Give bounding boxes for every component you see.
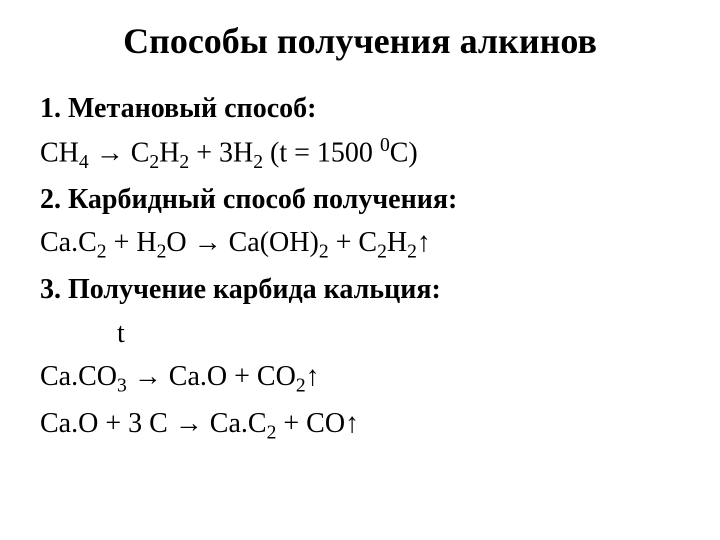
equation-text: С): [390, 137, 418, 168]
subscript: 4: [79, 152, 89, 173]
subscript: 2: [296, 376, 306, 397]
subscript: 2: [179, 152, 189, 173]
heading-line: 1. Метановый способ:: [40, 87, 680, 130]
equation-line: t: [40, 312, 680, 355]
subscript: 2: [149, 152, 159, 173]
subscript: 2: [319, 242, 329, 263]
subscript: 2: [97, 242, 107, 263]
content-block: 1. Метановый способ:CH4 → С2Н2 + 3Н2 (t …: [40, 87, 680, 449]
equation-line: CH4 → С2Н2 + 3Н2 (t = 1500 0С): [40, 131, 680, 178]
equation-text: О → Са(ОН): [166, 227, 318, 258]
equation-text: → Ca.O + CO: [127, 361, 296, 392]
heading-line: 3. Получение карбида кальция:: [40, 268, 680, 311]
equation-text: + CO↑: [276, 408, 359, 439]
equation-text: Н: [159, 137, 179, 168]
equation-line: Ca.O + 3 C → Ca.C2 + CO↑: [40, 402, 680, 449]
subscript: 2: [253, 152, 263, 173]
equation-text: CH: [40, 137, 79, 168]
equation-text: Ca.CO: [40, 361, 117, 392]
subscript: 2: [267, 423, 277, 444]
equation-text: ↑: [306, 361, 320, 392]
superscript: 0: [380, 135, 390, 156]
equation-text: → С: [89, 137, 150, 168]
heading-number: 3.: [40, 274, 68, 305]
equation-text: t: [40, 318, 125, 349]
equation-text: Са.С: [40, 227, 97, 258]
equation-line: Ca.CO3 → Ca.O + CO2↑: [40, 355, 680, 402]
subscript: 2: [377, 242, 387, 263]
heading-text: Метановый способ:: [68, 93, 316, 124]
equation-text: + Н: [107, 227, 157, 258]
slide-title: Способы получения алкинов: [40, 20, 680, 63]
equation-text: + 3Н: [189, 137, 253, 168]
heading-text: Карбидный способ получения:: [68, 184, 457, 215]
subscript: 3: [117, 376, 127, 397]
equation-text: + С: [329, 227, 377, 258]
heading-number: 1.: [40, 93, 68, 124]
heading-line: 2. Карбидный способ получения:: [40, 178, 680, 221]
equation-text: ↑: [417, 227, 431, 258]
subscript: 2: [407, 242, 417, 263]
equation-line: Са.С2 + Н2О → Са(ОН)2 + С2Н2↑: [40, 221, 680, 268]
subscript: 2: [157, 242, 167, 263]
equation-text: Н: [387, 227, 407, 258]
heading-text: Получение карбида кальция:: [68, 274, 441, 305]
equation-text: Ca.O + 3 C → Ca.C: [40, 408, 267, 439]
equation-text: (t = 1500: [263, 137, 380, 168]
heading-number: 2.: [40, 184, 68, 215]
